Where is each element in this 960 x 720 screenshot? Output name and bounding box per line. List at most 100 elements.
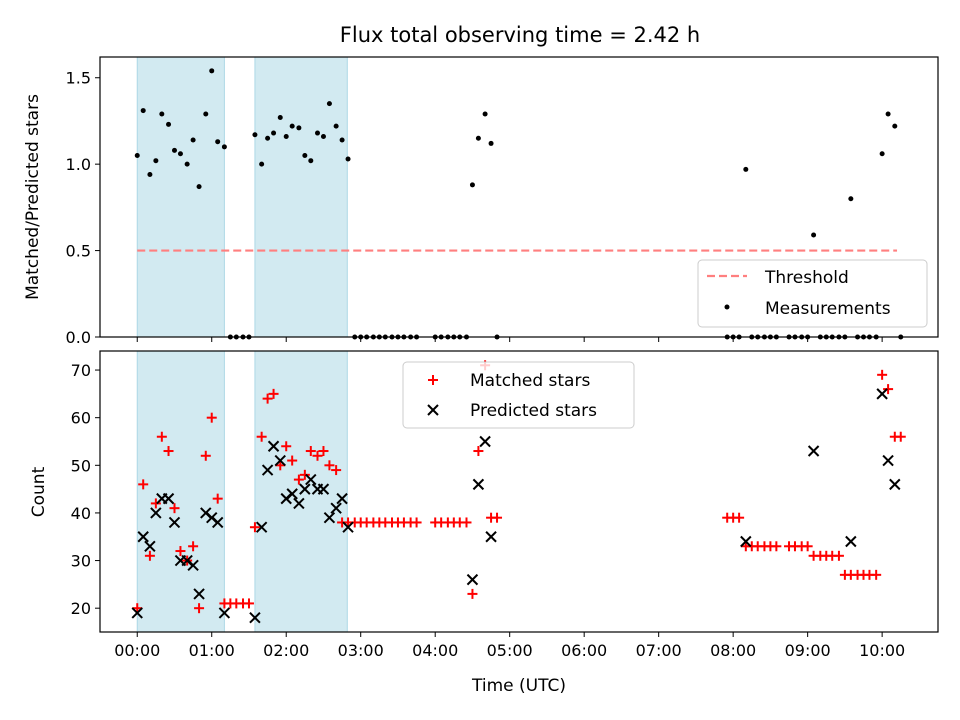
x-tick-label: 02:00 bbox=[263, 641, 309, 660]
count-legend-box bbox=[402, 361, 635, 429]
predicted-marker-b bbox=[342, 521, 354, 533]
measurement-point bbox=[177, 151, 183, 157]
y-tick-label: 70 bbox=[71, 361, 91, 380]
measurement-point bbox=[215, 139, 221, 145]
y-tick-label: 60 bbox=[71, 409, 91, 428]
matched-star-point bbox=[305, 446, 316, 457]
predicted-star-point bbox=[293, 497, 305, 510]
predicted-marker-b bbox=[740, 535, 752, 548]
predicted-marker-b bbox=[807, 445, 820, 457]
measurement-point bbox=[166, 121, 172, 127]
predicted-marker-b bbox=[286, 488, 298, 500]
matched-star-point bbox=[194, 603, 205, 614]
measurement-point bbox=[271, 130, 277, 136]
x-tick-label: 07:00 bbox=[636, 641, 682, 660]
measurement-point bbox=[345, 156, 351, 162]
predicted-marker-b bbox=[479, 435, 491, 448]
matched-star-point bbox=[734, 512, 745, 523]
matched-legend-swatch bbox=[428, 375, 438, 385]
predicted-star-point bbox=[218, 607, 231, 619]
predicted-star-point bbox=[305, 473, 317, 486]
predicted-star-point bbox=[479, 435, 491, 448]
measurement-point bbox=[339, 137, 345, 143]
x-tick-label: 09:00 bbox=[785, 641, 831, 660]
measurement-point bbox=[848, 196, 854, 202]
measurement-point bbox=[140, 108, 146, 114]
predicted-marker-b bbox=[137, 531, 149, 543]
measurement-point bbox=[159, 111, 165, 117]
predicted-marker-b bbox=[181, 554, 193, 567]
matched-star-point bbox=[268, 388, 279, 399]
y-tick-label: 40 bbox=[71, 504, 91, 523]
measurement-point bbox=[171, 147, 177, 153]
matched-star-point bbox=[144, 550, 155, 561]
predicted-marker-b bbox=[131, 607, 143, 619]
measurement-point bbox=[488, 140, 494, 146]
predicted-star-point bbox=[466, 573, 479, 586]
matched-star-point bbox=[243, 598, 254, 609]
predicted-marker-b bbox=[336, 492, 348, 505]
predicted-marker-b bbox=[876, 388, 888, 400]
predicted-legend-swatch bbox=[427, 404, 439, 416]
x-axis-label: Time (UTC) bbox=[471, 676, 566, 696]
predicted-star-point bbox=[274, 454, 286, 467]
measurement-point bbox=[221, 144, 227, 150]
predicted-marker-b bbox=[150, 507, 162, 519]
ratio-panel: 0.0 0.5 1.0 1.5 Matched/Predicted stars Thr… bbox=[23, 56, 939, 347]
matched-star-point bbox=[175, 546, 186, 557]
measurement-point bbox=[252, 132, 258, 138]
count-panel: 20 30 40 50 60 70 00:00 01:00 02:00 03:00 04:00 05… bbox=[29, 350, 939, 696]
matched-star-point bbox=[169, 503, 180, 514]
matched-star-point bbox=[287, 455, 298, 466]
predicted-marker-b bbox=[889, 478, 901, 491]
matched-legend-label: Matched stars bbox=[470, 371, 590, 391]
predicted-star-point bbox=[889, 478, 901, 491]
observing-window-span bbox=[136, 56, 225, 338]
x-tick-label: 10:00 bbox=[859, 641, 905, 660]
predicted-marker-b bbox=[144, 540, 156, 552]
predicted-marker-b bbox=[255, 521, 268, 533]
observing-window-span bbox=[254, 56, 348, 338]
predicted-star-point bbox=[162, 492, 175, 505]
x-tick-label: 06:00 bbox=[561, 641, 607, 660]
predicted-star-point bbox=[168, 516, 181, 529]
matched-star-point bbox=[492, 512, 503, 523]
predicted-marker-b bbox=[466, 573, 479, 586]
predicted-marker-b bbox=[267, 440, 280, 452]
predicted-marker-b bbox=[882, 454, 894, 467]
predicted-star-point bbox=[299, 483, 311, 495]
matched-star-point bbox=[331, 465, 342, 476]
ratio-legend-box bbox=[697, 259, 928, 328]
measurement-point bbox=[153, 158, 159, 164]
measurement-point bbox=[315, 130, 321, 136]
matched-star-point bbox=[163, 446, 174, 457]
measurement-point bbox=[209, 68, 215, 74]
predicted-star-point bbox=[876, 388, 888, 400]
measurement-point bbox=[289, 123, 295, 129]
matched-star-point bbox=[467, 588, 478, 599]
predicted-marker-b bbox=[193, 588, 205, 600]
predicted-star-point bbox=[472, 478, 485, 491]
matched-star-point bbox=[188, 541, 199, 552]
observing-window-span bbox=[136, 350, 225, 633]
measurement-point bbox=[184, 161, 190, 167]
measurement-point bbox=[283, 134, 289, 140]
predicted-star-point bbox=[882, 454, 894, 467]
matched-star-point bbox=[275, 460, 286, 471]
matched-star-point bbox=[132, 603, 143, 614]
matched-star-point bbox=[895, 431, 906, 442]
measurement-point bbox=[320, 134, 326, 140]
predicted-star-point bbox=[261, 464, 274, 476]
matched-star-point bbox=[871, 569, 882, 580]
x-tick-label: 03:00 bbox=[338, 641, 384, 660]
predicted-star-point bbox=[317, 483, 330, 495]
y-tick-label: 50 bbox=[71, 456, 91, 475]
predicted-star-point bbox=[131, 607, 143, 619]
predicted-marker-b bbox=[187, 559, 199, 572]
predicted-star-point bbox=[193, 588, 205, 600]
measurement-point bbox=[469, 182, 475, 188]
measurement-point bbox=[277, 114, 283, 120]
predicted-star-point bbox=[137, 531, 149, 543]
predicted-marker-b bbox=[317, 483, 330, 495]
measurement-point bbox=[811, 232, 817, 238]
